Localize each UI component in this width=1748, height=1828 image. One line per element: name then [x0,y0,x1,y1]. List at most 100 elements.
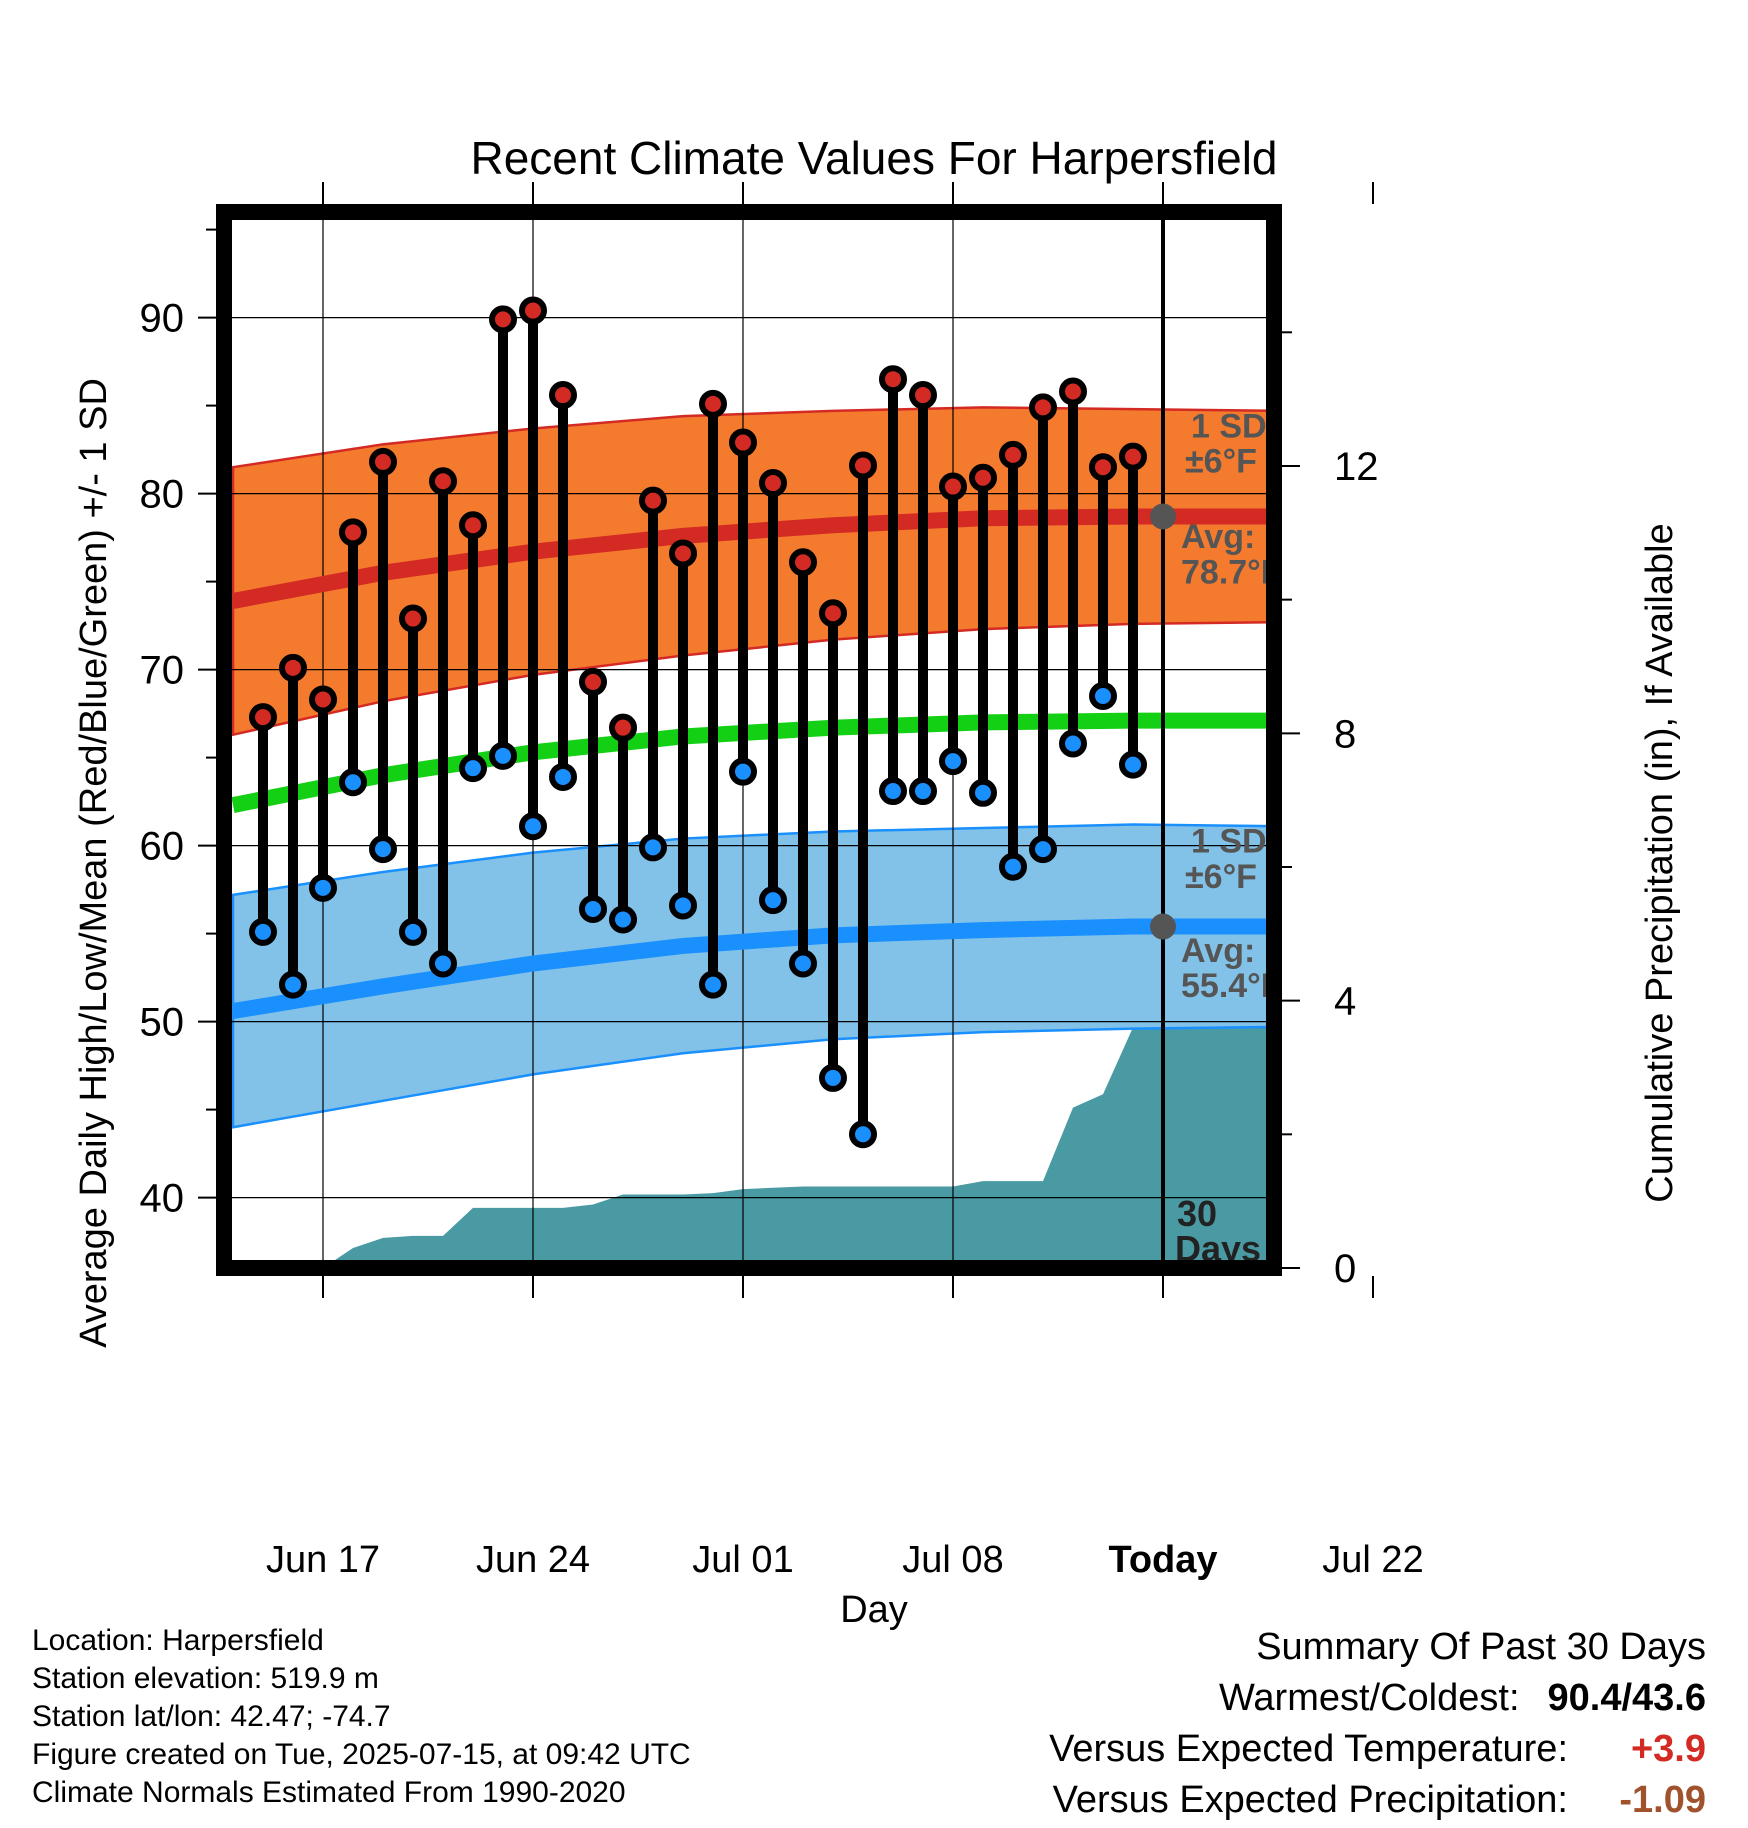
daily-high-point [579,667,607,696]
daily-low-point [879,777,907,806]
elevation-text: Station elevation: 519.9 m [32,1662,379,1695]
daily-low-point [609,905,637,934]
x-axis-label: Day [840,1589,908,1631]
daily-low-point [309,873,337,902]
daily-low-point [849,1120,877,1149]
daily-low-point [999,852,1027,881]
y-axis-label: Average Daily High/Low/Mean (Red/Blue/Gr… [73,378,115,1348]
daily-low-point [1089,682,1117,710]
daily-low-point [489,741,517,770]
y-tick-label: 60 [140,825,185,869]
daily-low-point [969,778,997,807]
y-tick-label: 40 [140,1177,185,1221]
days-label-line1: 30 [1177,1193,1217,1234]
summary-temp: Versus Expected Temperature: +3.9 [1049,1724,1706,1775]
daily-high-point [309,685,337,714]
y-tick-label: 80 [140,473,185,517]
daily-high-point [489,305,517,334]
summary-precip: Versus Expected Precipitation: -1.09 [1049,1775,1706,1826]
daily-low-point [789,949,817,978]
daily-high-point [699,389,727,418]
daily-high-point [1059,377,1087,406]
daily-low-point [249,917,277,946]
y2-tick-label: 0 [1334,1247,1356,1291]
low-avg-value: 55.4°F [1181,967,1282,1005]
daily-low-point [669,891,697,920]
daily-low-point [1119,750,1147,779]
high-avg-value: 78.7°F [1181,553,1282,591]
daily-high-point [549,381,577,410]
daily-low-point [429,949,457,978]
precip-label: Versus Expected Precipitation: [1052,1779,1568,1821]
high-avg-label: Avg: [1181,518,1255,556]
daily-high-point [819,599,847,628]
y2-tick-label: 12 [1334,445,1379,489]
temp-label: Versus Expected Temperature: [1049,1728,1568,1770]
high-sd-label: 1 SD: [1191,407,1278,445]
daily-high-point [639,486,667,515]
y-tick-label: 90 [140,297,185,341]
x-tick-label: Jul 22 [1322,1539,1423,1581]
summary-warm-cold: Warmest/Coldest: 90.4/43.6 [1049,1673,1706,1724]
created-text: Figure created on Tue, 2025-07-15, at 09… [32,1738,691,1771]
daily-high-point [999,440,1027,469]
daily-low-point [549,762,577,791]
y2-tick-label: 8 [1334,712,1356,756]
daily-high-point [849,451,877,480]
daily-high-point [909,381,937,410]
daily-high-point [429,467,457,496]
low-sd-value: ±6°F [1185,858,1257,896]
daily-low-point [399,917,427,946]
chart-title: Recent Climate Values For Harpersfield [470,132,1277,184]
warm-cold-label: Warmest/Coldest: [1218,1677,1520,1719]
daily-high-point [879,365,907,394]
x-tick-label: Jun 17 [266,1539,380,1581]
daily-low-point [819,1063,847,1092]
plot-frame [216,204,1282,1276]
y2-axis-label: Cumulative Precipitation (in), If Availa… [1639,523,1681,1202]
y-tick-label: 50 [140,1001,185,1045]
daily-high-point [1089,453,1117,482]
low-sd-label: 1 SD: [1191,823,1278,861]
normals-text: Climate Normals Estimated From 1990-2020 [32,1776,626,1809]
daily-low-point [759,886,787,915]
daily-low-point [939,747,967,776]
precipitation-area [323,1027,1274,1268]
x-tick-label: Jul 01 [692,1539,793,1581]
low-avg-label: Avg: [1181,932,1255,970]
x-tick-label: Jul 08 [902,1539,1003,1581]
daily-high-point [1029,393,1057,422]
y2-tick-label: 4 [1334,980,1356,1024]
daily-low-point [519,812,547,841]
daily-high-point [939,472,967,501]
daily-low-point [279,970,307,999]
daily-low-point [579,894,607,923]
daily-high-point [669,539,697,568]
daily-low-point [639,833,667,862]
daily-high-point [609,713,637,742]
daily-high-point [369,447,397,476]
x-tick-label: Jun 24 [476,1539,590,1581]
daily-high-point [519,296,547,325]
summary-panel: Summary Of Past 30 Days Warmest/Coldest:… [1049,1622,1706,1826]
precip-value: -1.09 [1619,1779,1706,1821]
summary-heading: Summary Of Past 30 Days [1256,1626,1706,1668]
daily-high-point [729,428,757,457]
daily-high-point [249,703,277,732]
daily-low-point [339,768,367,797]
daily-high-point [459,511,487,540]
daily-high-point [1119,442,1147,471]
daily-high-point [399,604,427,633]
daily-low-point [1029,835,1057,864]
high-normal-line [231,508,1274,609]
daily-high-point [339,518,367,547]
location-text: Location: Harpersfield [32,1624,324,1657]
high-sd-value: ±6°F [1185,442,1257,480]
daily-low-point [729,757,757,786]
daily-low-point [699,970,727,999]
daily-low-point [369,835,397,864]
daily-high-point [759,469,787,498]
warm-cold-value: 90.4/43.6 [1547,1677,1706,1719]
